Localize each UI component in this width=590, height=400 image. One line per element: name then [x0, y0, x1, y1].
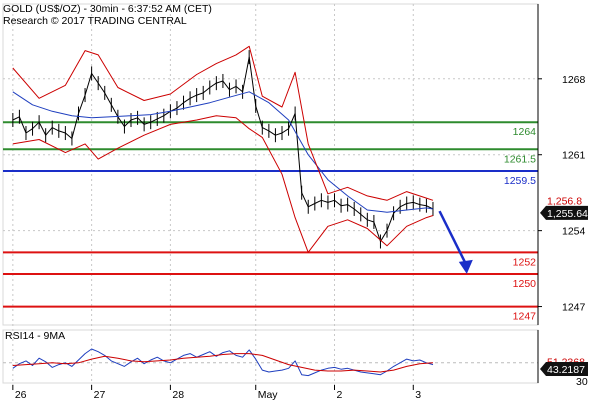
- level-label: 1252: [513, 256, 537, 268]
- price-series: [12, 45, 473, 274]
- level-label: 1261.5: [504, 153, 536, 165]
- level-label: 1247: [513, 311, 537, 323]
- upper-band-line: [12, 45, 434, 201]
- level-label: 1259.5: [504, 175, 536, 187]
- lower-band-line: [12, 115, 434, 253]
- x-tick-label: 2: [337, 389, 343, 400]
- chart-title: GOLD (US$/OZ) - 30min - 6:37:52 AM (CET): [3, 3, 212, 15]
- x-tick-label: 27: [94, 389, 106, 400]
- x-tick-label: 26: [15, 389, 27, 400]
- y-tick-label: 1254: [562, 226, 586, 238]
- price-tag-box: [540, 193, 588, 208]
- price-line: [12, 56, 434, 242]
- x-tick-label: 28: [172, 389, 184, 400]
- forecast-arrowhead: [458, 259, 473, 274]
- chart-subtitle: Research © 2017 TRADING CENTRAL: [3, 15, 187, 27]
- price-tags: 1,256.81,255.681,255.6451.236843.2187: [540, 193, 588, 376]
- main-panel-frame: [2, 3, 539, 326]
- x-tick-label: May: [258, 389, 279, 400]
- rsi-panel: RSI14 - 9MA: [3, 330, 538, 377]
- y-tick-label: 1247: [562, 302, 586, 314]
- forecast-arrow: [438, 210, 467, 265]
- price-tag-label: 1,256.8: [547, 195, 582, 207]
- x-tick-label: 3: [415, 389, 421, 400]
- rsi-panel-frame: [2, 329, 539, 384]
- level-label: 1264: [513, 126, 537, 138]
- price-tag-label: 1,255.64: [547, 208, 588, 220]
- y-tick-label: 1261: [562, 150, 586, 162]
- price-tag-label: 43.2187: [547, 364, 585, 376]
- rsi-y-tick-label: 30: [576, 376, 588, 388]
- level-label: 1250: [513, 278, 537, 290]
- y-tick-label: 1268: [562, 74, 586, 86]
- rsi-line: [12, 348, 434, 377]
- price-tag-box: [540, 205, 588, 220]
- price-levels: 1264 1261.5 1259.5 1252 1250 1247: [3, 121, 538, 323]
- axes: 1247 1254 1261 1268 26 27 28 May 2 3 30: [12, 4, 588, 400]
- price-tag-box: [540, 361, 588, 376]
- rsi-title: RSI14 - 9MA: [5, 330, 65, 342]
- rsi-ma-line: [12, 353, 434, 373]
- grid: [2, 3, 539, 387]
- moving-average-line: [12, 91, 434, 213]
